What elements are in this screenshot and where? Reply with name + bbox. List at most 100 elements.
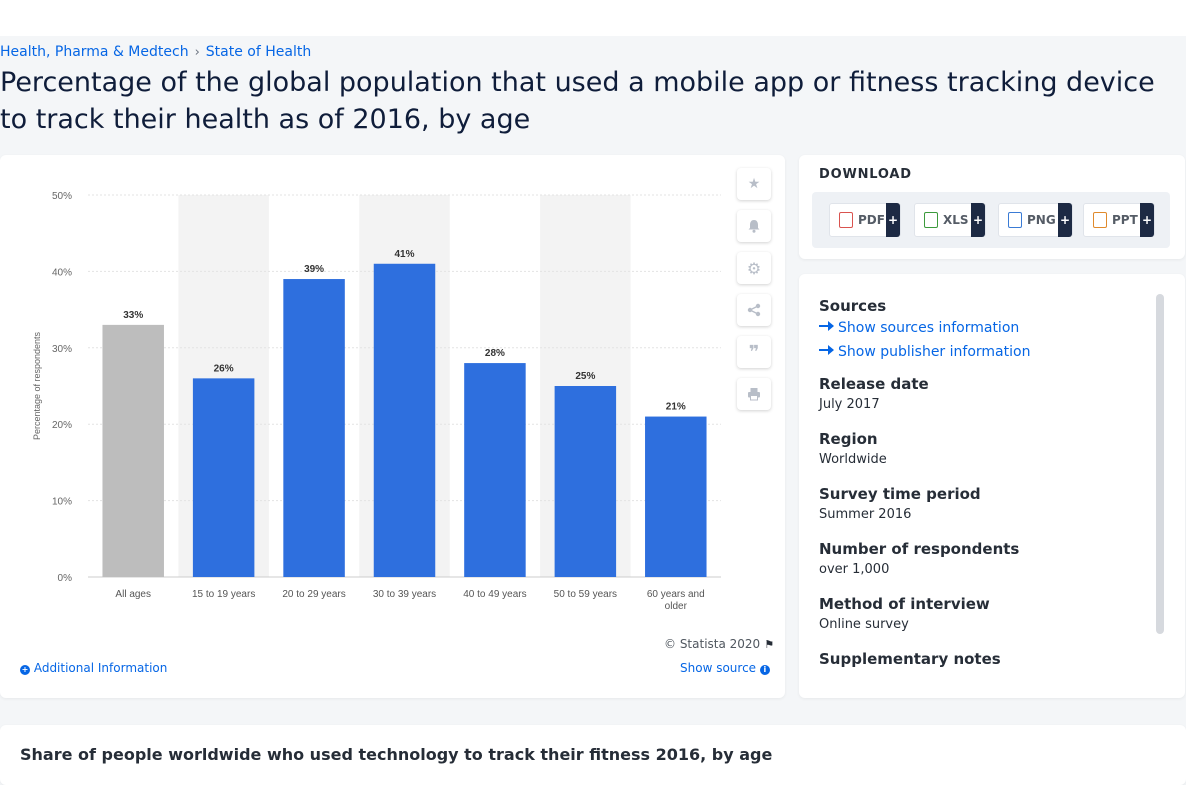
quote-icon: ❞ bbox=[748, 341, 760, 363]
show-source-label: Show source bbox=[680, 661, 757, 675]
info-icon: i bbox=[759, 665, 770, 675]
bar bbox=[554, 386, 617, 577]
breadcrumb-subcategory-link[interactable]: State of Health bbox=[205, 44, 312, 60]
region-heading: Region bbox=[819, 430, 878, 448]
related-statistic-title[interactable]: Share of people worldwide who used techn… bbox=[20, 745, 773, 764]
pdf-file-icon bbox=[839, 212, 853, 228]
info-icon: + bbox=[20, 665, 30, 675]
y-tick-label: 30% bbox=[52, 344, 72, 355]
data-label: 25% bbox=[575, 371, 595, 382]
download-ppt-label: PPT bbox=[1112, 213, 1138, 227]
respondents-value: over 1,000 bbox=[819, 562, 890, 577]
x-tick-label: 60 years and older bbox=[647, 589, 705, 612]
y-tick-label: 40% bbox=[52, 267, 72, 278]
related-statistic-card: Share of people worldwide who used techn… bbox=[0, 725, 1186, 785]
statistic-details: Sources Show sources information Show pu… bbox=[819, 296, 1149, 669]
bar-chart: 0% 10% 20% 30% 40% 50% Percentage of responden… bbox=[32, 191, 721, 612]
breadcrumb-category-link[interactable]: Health, Pharma & Medtech bbox=[0, 44, 189, 60]
printer-icon bbox=[748, 388, 760, 401]
data-label: 39% bbox=[304, 264, 324, 275]
download-pdf-plus[interactable]: + bbox=[886, 203, 900, 237]
statistic-details-card: Sources Show sources information Show pu… bbox=[799, 274, 1185, 698]
download-pdf-button[interactable]: PDF + bbox=[829, 203, 901, 237]
data-label: 41% bbox=[394, 249, 414, 260]
bar bbox=[102, 324, 164, 577]
top-bar bbox=[0, 0, 1186, 36]
copyright-notice: © Statista 2020 ⚑ bbox=[664, 637, 774, 651]
release-date-heading: Release date bbox=[819, 375, 929, 393]
download-png-button[interactable]: PNG + bbox=[998, 203, 1073, 237]
page-title: Percentage of the global population that… bbox=[0, 67, 1155, 135]
download-options: PDF + XLS + PNG + PPT + bbox=[812, 192, 1170, 248]
breadcrumb-separator: › bbox=[194, 44, 200, 60]
y-tick-label: 0% bbox=[58, 573, 73, 584]
survey-period-value: Summer 2016 bbox=[819, 507, 912, 522]
download-ppt-plus[interactable]: + bbox=[1140, 203, 1154, 237]
download-png-plus[interactable]: + bbox=[1058, 203, 1072, 237]
details-scrollbar[interactable] bbox=[1156, 294, 1164, 634]
respondents-heading: Number of respondents bbox=[819, 540, 1020, 558]
sources-heading: Sources bbox=[819, 297, 887, 315]
download-xls-label: XLS bbox=[943, 213, 969, 227]
chart-tools: ★ ⚙ ❞ bbox=[737, 168, 771, 420]
data-label: 26% bbox=[214, 363, 234, 374]
flag-icon[interactable]: ⚑ bbox=[764, 638, 775, 651]
breadcrumb: Health, Pharma & Medtech › State of Health bbox=[0, 44, 311, 60]
region-value: Worldwide bbox=[819, 452, 887, 467]
copyright-text: © Statista 2020 bbox=[664, 637, 761, 651]
bar bbox=[283, 279, 345, 577]
show-sources-label: Show sources information bbox=[838, 320, 1020, 336]
show-publisher-label: Show publisher information bbox=[838, 344, 1031, 360]
show-sources-link[interactable]: Show sources information bbox=[819, 316, 1149, 340]
xls-file-icon bbox=[924, 212, 938, 228]
x-tick-label: 20 to 29 years bbox=[282, 589, 345, 600]
x-tick-label: 40 to 49 years bbox=[463, 589, 526, 600]
download-xls-plus[interactable]: + bbox=[971, 203, 985, 237]
cite-button[interactable]: ❞ bbox=[737, 336, 771, 368]
supplementary-notes-heading: Supplementary notes bbox=[819, 650, 1001, 668]
method-heading: Method of interview bbox=[819, 595, 990, 613]
star-icon: ★ bbox=[747, 176, 761, 192]
chart-card: 0% 10% 20% 30% 40% 50% Percentage of responden… bbox=[0, 155, 785, 698]
download-pdf-label: PDF bbox=[858, 213, 885, 227]
download-title: DOWNLOAD bbox=[819, 167, 912, 182]
show-publisher-link[interactable]: Show publisher information bbox=[819, 340, 1149, 364]
settings-button[interactable]: ⚙ bbox=[737, 252, 771, 284]
x-tick-label: 50 to 59 years bbox=[554, 589, 617, 600]
additional-information-label: Additional Information bbox=[33, 661, 168, 675]
gear-icon: ⚙ bbox=[746, 258, 762, 278]
data-label: 33% bbox=[123, 310, 143, 321]
share-button[interactable] bbox=[737, 294, 771, 326]
download-card: DOWNLOAD PDF + XLS + PNG + PPT + bbox=[799, 155, 1185, 259]
download-xls-button[interactable]: XLS + bbox=[914, 203, 986, 237]
download-ppt-button[interactable]: PPT + bbox=[1083, 203, 1155, 237]
bar bbox=[645, 416, 707, 577]
y-tick-label: 20% bbox=[52, 420, 72, 431]
data-label: 28% bbox=[485, 348, 505, 359]
method-value: Online survey bbox=[819, 617, 909, 632]
arrow-right-icon bbox=[819, 321, 834, 331]
share-icon bbox=[747, 303, 761, 317]
y-axis-label: Percentage of respondents bbox=[32, 331, 42, 440]
bar bbox=[464, 363, 526, 577]
download-png-label: PNG bbox=[1027, 213, 1056, 227]
bar bbox=[192, 378, 255, 577]
png-file-icon bbox=[1008, 212, 1022, 228]
y-tick-label: 50% bbox=[52, 191, 72, 202]
ppt-file-icon bbox=[1093, 212, 1107, 228]
show-source-link[interactable]: Show source i bbox=[680, 661, 770, 675]
bar bbox=[373, 263, 436, 577]
x-tick-label: 15 to 19 years bbox=[192, 589, 255, 600]
notification-button[interactable] bbox=[737, 210, 771, 242]
favorite-button[interactable]: ★ bbox=[737, 168, 771, 200]
additional-information-link[interactable]: + Additional Information bbox=[20, 661, 167, 675]
release-date-value: July 2017 bbox=[819, 397, 880, 412]
arrow-right-icon bbox=[819, 345, 834, 355]
print-button[interactable] bbox=[737, 378, 771, 410]
x-tick-label: All ages bbox=[115, 589, 151, 600]
bell-icon bbox=[748, 220, 760, 233]
survey-period-heading: Survey time period bbox=[819, 485, 981, 503]
x-tick-label: 30 to 39 years bbox=[373, 589, 436, 600]
data-label: 21% bbox=[666, 402, 686, 413]
y-tick-label: 10% bbox=[52, 497, 72, 508]
